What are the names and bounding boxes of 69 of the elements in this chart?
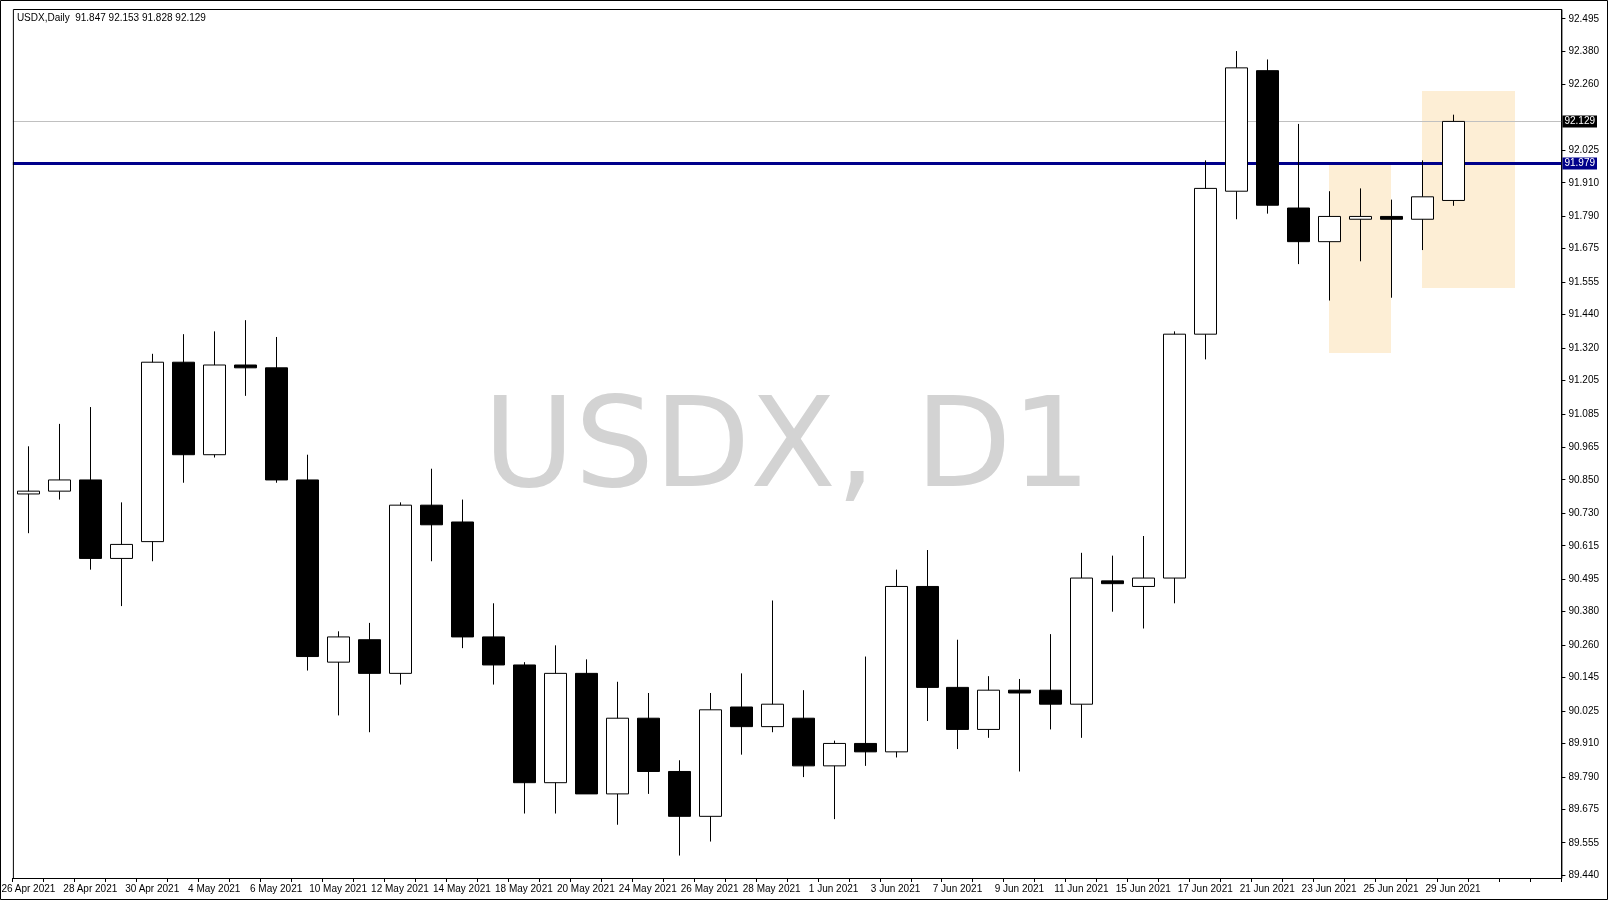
candlestick (1349, 187, 1372, 262)
candlestick (761, 599, 784, 733)
candlestick (1411, 159, 1434, 251)
y-tick-label: 91.910 (1568, 176, 1600, 188)
candlestick (110, 501, 133, 607)
x-tick-label: 24 May 2021 (618, 882, 678, 894)
y-tick-label: 90.965 (1568, 441, 1600, 453)
y-tick-label: 89.910 (1568, 737, 1600, 749)
x-tick-label: 15 Jun 2021 (1115, 882, 1172, 894)
y-tick-label: 92.260 (1568, 78, 1600, 90)
x-tick-label: 26 May 2021 (680, 882, 740, 894)
x-tick-label: 28 Apr 2021 (63, 882, 118, 894)
ref-line-label: 92.129 (1564, 115, 1596, 127)
x-tick-label: 12 May 2021 (371, 882, 430, 894)
x-tick-label: 29 Jun 2021 (1425, 882, 1481, 894)
x-tick-label: 3 Jun 2021 (870, 882, 921, 894)
y-tick-label: 90.495 (1568, 573, 1600, 585)
candlestick (854, 656, 877, 767)
candlestick (17, 445, 40, 534)
candlestick (420, 468, 443, 562)
y-tick-label: 92.025 (1568, 144, 1600, 156)
y-tick-label: 89.555 (1568, 836, 1600, 848)
y-tick-label: 92.380 (1568, 44, 1600, 56)
candlestick (1380, 199, 1403, 299)
y-tick-label: 89.440 (1568, 868, 1600, 880)
y-tick-label: 91.790 (1568, 210, 1600, 222)
x-tick-label: 23 Jun 2021 (1301, 882, 1358, 894)
x-tick-label: 26 Apr 2021 (1, 882, 56, 894)
y-tick-label: 91.675 (1568, 242, 1600, 254)
candlestick (1132, 535, 1155, 630)
x-tick-label: 7 Jun 2021 (932, 882, 983, 894)
x-tick-label: 14 May 2021 (433, 882, 492, 894)
candlestick (823, 740, 846, 820)
x-tick-label: 18 May 2021 (494, 882, 554, 894)
y-tick-label: 90.145 (1568, 671, 1600, 683)
y-tick-label: 91.085 (1568, 407, 1600, 419)
x-tick-label: 11 Jun 2021 (1054, 882, 1109, 894)
x-tick-label: 10 May 2021 (309, 882, 368, 894)
y-tick-label: 92.495 (1568, 12, 1600, 24)
x-tick-label: 20 May 2021 (556, 882, 616, 894)
y-tick-label: 90.025 (1568, 704, 1600, 716)
x-tick-label: 1 Jun 2021 (808, 882, 859, 894)
y-tick-label: 91.320 (1568, 341, 1600, 353)
y-tick-label: 90.615 (1568, 539, 1600, 551)
candlestick (234, 319, 257, 397)
y-tick-label: 91.440 (1568, 308, 1600, 320)
candlestick (48, 423, 71, 501)
candlestick (1101, 555, 1124, 613)
y-tick-label: 89.675 (1568, 803, 1600, 815)
x-tick-label: 9 Jun 2021 (994, 882, 1045, 894)
x-tick-label: 4 May 2021 (188, 882, 241, 894)
y-tick-label: 90.730 (1568, 507, 1600, 519)
y-tick-label: 90.380 (1568, 605, 1600, 617)
chart-title: USDX,Daily 91.847 92.153 91.828 92.129 (16, 11, 207, 23)
x-tick-label: 6 May 2021 (250, 882, 303, 894)
x-tick-label: 28 May 2021 (742, 882, 801, 894)
x-tick-label: 17 Jun 2021 (1177, 882, 1234, 894)
y-tick-label: 90.850 (1568, 473, 1600, 485)
y-tick-label: 90.260 (1568, 639, 1600, 651)
x-tick-label: 25 Jun 2021 (1363, 882, 1420, 894)
ref-line-label: 91.979 (1564, 157, 1596, 169)
y-tick-label: 89.790 (1568, 770, 1600, 782)
x-tick-label: 30 Apr 2021 (125, 882, 180, 894)
y-tick-label: 91.555 (1568, 276, 1600, 288)
x-tick-label: 21 Jun 2021 (1239, 882, 1296, 894)
candlestick (1039, 633, 1062, 730)
candlestick (730, 672, 753, 756)
candlestick (1008, 678, 1031, 772)
y-tick-label: 91.205 (1568, 374, 1600, 386)
